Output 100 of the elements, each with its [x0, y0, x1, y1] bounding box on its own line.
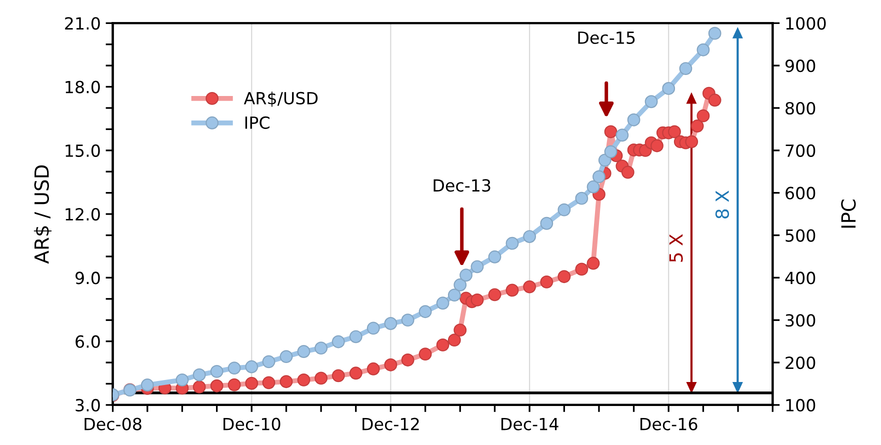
point [575, 192, 588, 205]
point [679, 62, 692, 75]
point [192, 380, 206, 394]
y2-tick-label: 700 [786, 144, 816, 157]
point [448, 334, 461, 346]
y-tick-label: 3.0 [76, 398, 100, 412]
point [366, 362, 380, 376]
point [192, 368, 206, 382]
point [448, 288, 461, 302]
y-tick-label: 21.0 [65, 17, 100, 30]
point [210, 364, 224, 378]
y2-axis-title: IPC [841, 200, 856, 228]
point [297, 373, 310, 386]
legend-label: AR$/USD [244, 92, 318, 107]
point [262, 376, 276, 390]
point [314, 342, 328, 355]
point [644, 95, 658, 108]
x-tick-label: Dec-16 [640, 418, 698, 430]
y2-tick-label: 300 [786, 314, 816, 327]
y2-tick-label: 500 [786, 229, 816, 242]
y-tick-label: 15.0 [66, 144, 100, 157]
y2-tick-label: 200 [786, 356, 816, 370]
point [384, 358, 398, 372]
point [621, 166, 634, 179]
annotation: 5 X [669, 234, 683, 262]
x-tick-label: Dec-14 [501, 418, 558, 430]
point [418, 348, 432, 360]
point [616, 128, 629, 142]
x-tick-label: Dec-10 [224, 418, 280, 430]
y2-tick-label: 900 [785, 60, 816, 72]
point [332, 369, 345, 382]
point [558, 203, 571, 216]
point [366, 322, 380, 335]
point [245, 376, 258, 390]
point [401, 314, 414, 327]
point [598, 154, 612, 167]
point [436, 296, 450, 310]
point [470, 293, 484, 306]
legend-label: IPC [245, 116, 270, 129]
point [662, 82, 676, 95]
point [604, 145, 618, 158]
y2-tick-label: 800 [786, 102, 816, 115]
point [586, 256, 600, 270]
point [627, 113, 640, 126]
point [696, 109, 710, 122]
point [586, 180, 600, 194]
point [575, 262, 588, 276]
y2-tick-label: 100 [786, 398, 816, 412]
annotation: Dec-13 [434, 179, 490, 192]
point [436, 338, 450, 352]
y2-tick-label: 400 [785, 272, 816, 284]
y2-tick-label: 1000 [786, 17, 826, 30]
point [558, 270, 571, 284]
point [401, 354, 414, 366]
point [349, 330, 362, 344]
point [523, 280, 536, 294]
point [540, 216, 554, 230]
point [685, 135, 698, 148]
point [349, 366, 362, 380]
point [418, 305, 432, 318]
point [460, 268, 472, 282]
y-tick-label: 6.0 [76, 335, 100, 348]
point [696, 43, 710, 56]
y-tick-label: 18.0 [66, 80, 100, 94]
point [470, 260, 484, 274]
point [297, 345, 310, 358]
point [332, 335, 345, 348]
point [592, 170, 606, 184]
y-tick-label: 9.0 [76, 272, 100, 284]
point [708, 26, 722, 40]
point [314, 372, 328, 385]
point [708, 94, 722, 107]
point [454, 324, 467, 337]
point [280, 375, 293, 388]
point [668, 125, 681, 138]
point [210, 379, 224, 392]
x-tick-label: Dec-08 [84, 418, 142, 430]
point [176, 373, 189, 386]
point [228, 378, 241, 392]
point [506, 236, 519, 250]
y-tick-label: 12.0 [66, 208, 100, 221]
point [506, 284, 519, 297]
point [604, 125, 618, 138]
point [262, 355, 276, 368]
annotation: Dec-15 [578, 32, 635, 44]
point [454, 278, 467, 292]
x-tick-label: Dec-12 [362, 418, 419, 430]
point [280, 350, 293, 364]
y2-tick-label: 600 [786, 186, 816, 200]
point [540, 275, 554, 288]
point [140, 378, 154, 392]
y-axis-title: AR$ / USD [34, 165, 52, 264]
point [228, 362, 241, 374]
point [245, 360, 258, 374]
point [690, 120, 704, 132]
point [523, 230, 536, 243]
point [488, 288, 502, 302]
point [384, 317, 398, 330]
annotation: 8 X [715, 190, 730, 218]
point [488, 250, 502, 264]
